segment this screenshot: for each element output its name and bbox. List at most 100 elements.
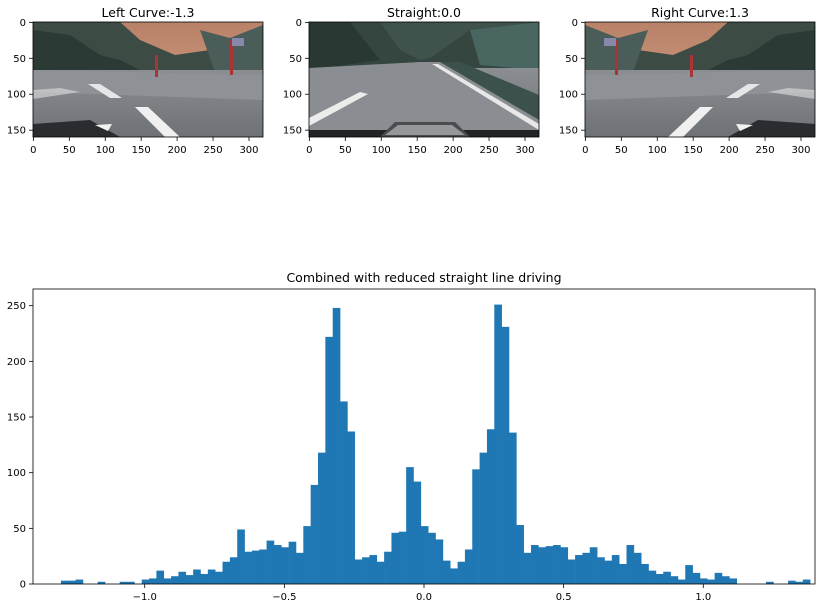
histogram-bar: [655, 573, 664, 584]
histogram-bar: [340, 401, 348, 584]
image-ytick-label: 0: [296, 18, 302, 29]
image-ytick-label: 0: [572, 18, 578, 29]
image-ytick-label: 150: [7, 126, 26, 137]
road-image-left-curve: [33, 22, 263, 137]
x-tick-label: −1.0: [133, 592, 157, 603]
histogram-bar: [97, 581, 106, 584]
image-xtick-label: 100: [96, 145, 115, 156]
histogram-y-axis: 0 50 100 150 200 250: [7, 301, 33, 591]
image-xtick-label: 150: [684, 145, 703, 156]
histogram-bar: [303, 526, 311, 584]
histogram-bar: [75, 579, 84, 584]
histogram-bar: [178, 571, 187, 584]
histogram-chart: Combined with reduced straight line driv…: [7, 270, 816, 603]
image-xtick-label: 50: [339, 145, 352, 156]
image-xtick-label: 50: [615, 145, 628, 156]
histogram-bar: [692, 572, 701, 584]
histogram-bar: [391, 532, 400, 584]
histogram-bar: [435, 539, 444, 584]
image-xtick-label: 0: [30, 145, 36, 156]
histogram-bar: [384, 551, 392, 584]
histogram-bar: [670, 576, 679, 584]
histogram-bar: [545, 546, 554, 584]
histogram-bar: [494, 304, 502, 584]
histogram-bar: [127, 581, 135, 584]
image-ytick-label: 50: [13, 54, 26, 65]
image-xtick-label: 0: [306, 145, 312, 156]
histogram-bar: [648, 570, 657, 584]
histogram-bar: [251, 550, 260, 584]
histogram-bar: [457, 561, 466, 584]
histogram-bar: [332, 307, 341, 584]
image-xtick-label: 0: [582, 145, 588, 156]
image-xtick-label: 300: [515, 145, 534, 156]
histogram-bar: [663, 571, 671, 584]
histogram-bar: [376, 561, 385, 584]
histogram-bar: [582, 552, 591, 584]
histogram-bar: [347, 431, 356, 584]
histogram-bar: [531, 545, 539, 584]
histogram-bar: [538, 547, 547, 584]
image-xtick-label: 100: [372, 145, 391, 156]
histogram-bar: [310, 484, 319, 584]
x-tick-label: 1.0: [695, 592, 711, 603]
histogram-bar: [626, 545, 635, 584]
chart-title: Combined with reduced straight line driv…: [286, 270, 561, 285]
x-tick-label: 0.0: [416, 592, 432, 603]
histogram-bar: [259, 549, 267, 584]
image-xticks-left-curve: 0 50 100 150 200 250 300: [30, 137, 259, 156]
histogram-bar: [707, 579, 715, 584]
histogram-bar: [802, 579, 811, 584]
histogram-bar: [442, 560, 451, 584]
histogram-bar: [575, 555, 583, 584]
histogram-bar: [244, 551, 253, 584]
histogram-bar: [788, 580, 796, 584]
histogram-bars: [60, 304, 811, 584]
histogram-bar: [222, 561, 231, 584]
histogram-bar: [156, 570, 165, 584]
image-ytick-label: 50: [289, 54, 302, 65]
histogram-bar: [171, 576, 179, 584]
histogram-bar: [288, 541, 297, 584]
histogram-bar: [729, 578, 737, 584]
histogram-bar: [266, 540, 275, 584]
image-ytick-label: 0: [20, 18, 26, 29]
histogram-bar: [508, 432, 517, 584]
image-xticks-right-curve: 0 50 100 150 200 250 300: [582, 137, 811, 156]
image-title-straight: Straight:0.0: [387, 5, 461, 20]
image-xtick-label: 250: [756, 145, 775, 156]
histogram-bar: [141, 579, 150, 584]
histogram-bar: [193, 569, 201, 584]
histogram-bar: [273, 545, 282, 584]
histogram-bar: [486, 429, 495, 584]
histogram-bar: [795, 581, 804, 584]
road-image-straight: [309, 22, 539, 137]
histogram-bar: [450, 568, 458, 584]
image-ytick-label: 150: [559, 126, 578, 137]
image-xticks-straight: 0 50 100 150 200 250 300: [306, 137, 535, 156]
histogram-bar: [560, 547, 569, 584]
y-tick-label: 50: [13, 524, 26, 535]
y-tick-label: 0: [20, 580, 26, 591]
histogram-bar: [318, 452, 326, 584]
image-ytick-label: 100: [559, 90, 578, 101]
image-ytick-label: 100: [7, 90, 26, 101]
histogram-bar: [699, 578, 708, 584]
histogram-bar: [362, 557, 370, 584]
image-xtick-label: 300: [239, 145, 258, 156]
image-ytick-label: 50: [565, 54, 578, 65]
image-xtick-label: 50: [63, 145, 76, 156]
histogram-bar: [567, 559, 576, 584]
image-xtick-label: 150: [408, 145, 427, 156]
histogram-bar: [325, 336, 334, 584]
histogram-bar: [215, 571, 223, 584]
image-xtick-label: 150: [132, 145, 151, 156]
image-title-right-curve: Right Curve:1.3: [651, 5, 749, 20]
histogram-bar: [766, 581, 774, 584]
image-xtick-label: 100: [648, 145, 667, 156]
histogram-bar: [60, 580, 69, 584]
histogram-bar: [281, 547, 289, 584]
histogram-bar: [68, 580, 76, 584]
x-tick-label: −0.5: [272, 592, 296, 603]
